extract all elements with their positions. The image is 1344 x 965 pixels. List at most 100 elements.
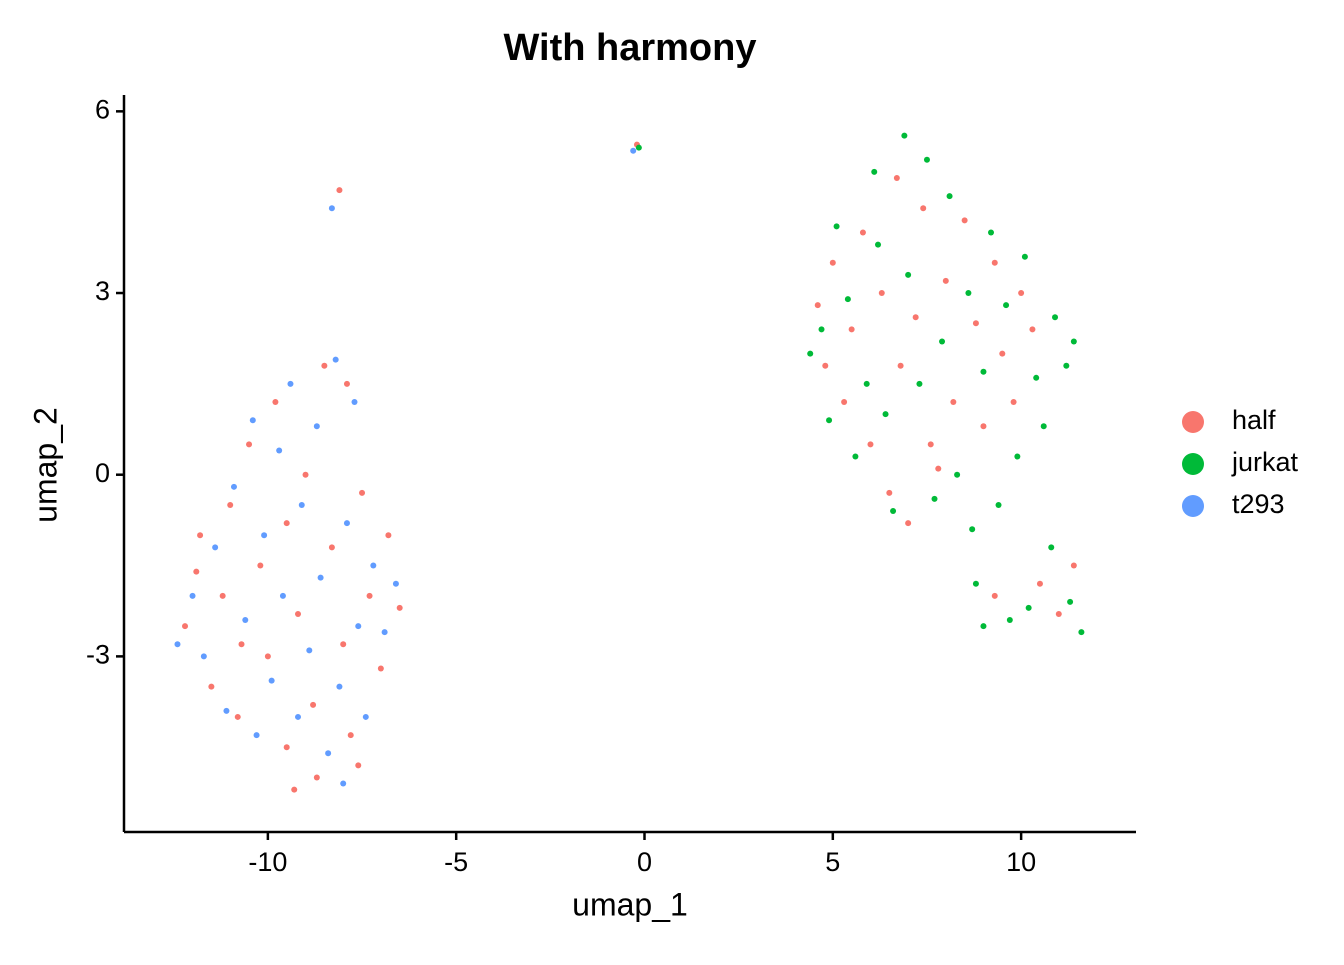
point (227, 501, 234, 508)
point (980, 423, 987, 430)
point (208, 683, 215, 690)
point (1006, 617, 1013, 624)
point (381, 629, 388, 636)
point (343, 380, 350, 387)
point (980, 623, 987, 630)
point (332, 356, 339, 363)
point (920, 205, 927, 212)
point (987, 229, 994, 236)
point (999, 350, 1006, 357)
point (219, 592, 226, 599)
point (950, 399, 957, 406)
x-tick-label: -5 (444, 847, 468, 877)
point (343, 520, 350, 527)
point (234, 713, 241, 720)
point (302, 471, 309, 478)
point (340, 780, 347, 787)
point (212, 544, 219, 551)
point (991, 259, 998, 266)
point (321, 362, 328, 369)
point (1055, 610, 1062, 617)
point (972, 580, 979, 587)
point (355, 762, 362, 769)
point (362, 713, 369, 720)
point (366, 592, 373, 599)
y-tick-label: 3 (95, 276, 110, 306)
point (257, 562, 264, 569)
point (295, 713, 302, 720)
point (859, 229, 866, 236)
point (246, 441, 253, 448)
point (871, 168, 878, 175)
point (961, 217, 968, 224)
point (174, 641, 181, 648)
point (863, 380, 870, 387)
point (1021, 253, 1028, 260)
point (193, 568, 200, 575)
legend-marker (1182, 453, 1204, 475)
y-axis-label: umap_2 (27, 407, 63, 523)
point (310, 701, 317, 708)
point (264, 653, 271, 660)
point (340, 641, 347, 648)
point (844, 296, 851, 303)
point (848, 326, 855, 333)
chart-title: With harmony (504, 27, 757, 69)
point (268, 677, 275, 684)
point (1063, 362, 1070, 369)
point (995, 501, 1002, 508)
point (370, 562, 377, 569)
point (1040, 423, 1047, 430)
point (291, 786, 298, 793)
point (1078, 629, 1085, 636)
point (1029, 326, 1036, 333)
point (878, 290, 885, 297)
point (905, 520, 912, 527)
point (1014, 453, 1021, 460)
point (882, 411, 889, 418)
x-axis-label: umap_1 (572, 886, 688, 922)
point (261, 532, 268, 539)
point (905, 271, 912, 278)
point (841, 399, 848, 406)
point (886, 489, 893, 496)
point (242, 617, 249, 624)
point (238, 641, 245, 648)
point (223, 707, 230, 714)
point (377, 665, 384, 672)
point (298, 501, 305, 508)
y-tick-label: 6 (95, 94, 110, 124)
point (392, 580, 399, 587)
point (351, 399, 358, 406)
x-tick-label: -10 (248, 847, 287, 877)
point (1036, 580, 1043, 587)
point (385, 532, 392, 539)
point (931, 495, 938, 502)
point (313, 423, 320, 430)
point (317, 574, 324, 581)
point (833, 223, 840, 230)
point (230, 483, 237, 490)
point (355, 623, 362, 630)
point (814, 302, 821, 309)
point (954, 471, 961, 478)
point (807, 350, 814, 357)
x-tick-label: 10 (1006, 847, 1036, 877)
point (942, 277, 949, 284)
point (306, 647, 313, 654)
point (1070, 338, 1077, 345)
legend-label: jurkat (1231, 447, 1299, 477)
point (991, 592, 998, 599)
point (826, 417, 833, 424)
point (818, 326, 825, 333)
point (1048, 544, 1055, 551)
x-tick-label: 5 (825, 847, 840, 877)
point (189, 592, 196, 599)
point (347, 732, 354, 739)
point (249, 417, 256, 424)
point (829, 259, 836, 266)
point (875, 241, 882, 248)
legend-label: half (1232, 405, 1276, 435)
point (897, 362, 904, 369)
